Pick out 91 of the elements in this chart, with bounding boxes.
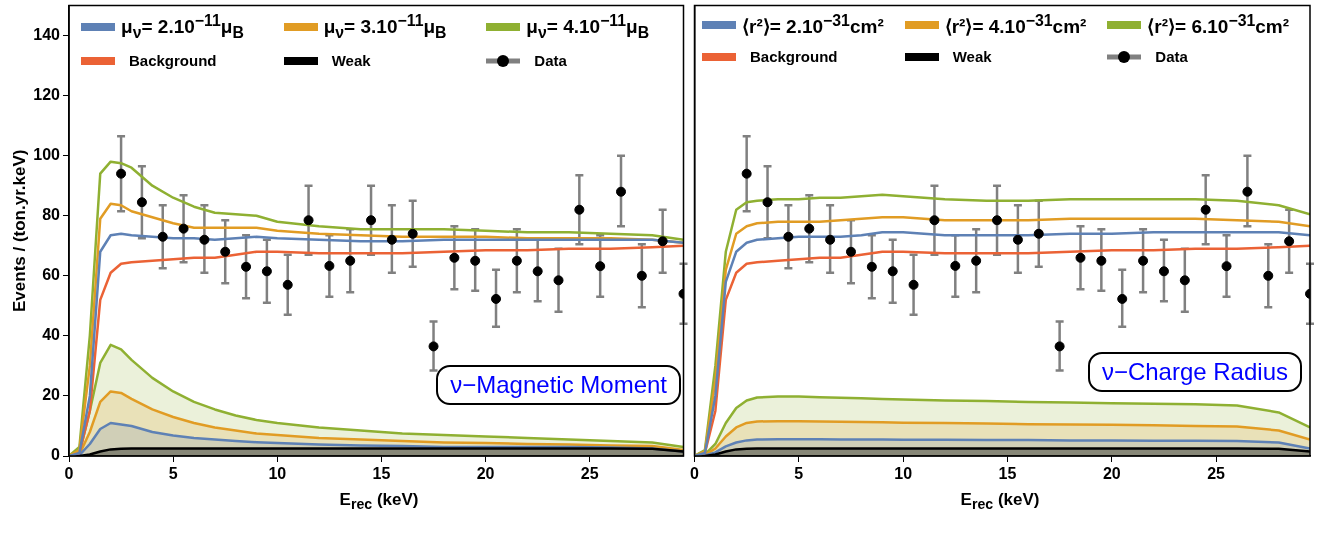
x-tick-label: 15 (998, 465, 1017, 483)
point (1221, 261, 1232, 272)
point (491, 293, 502, 304)
point (636, 270, 647, 281)
y-tick-label: 120 (33, 86, 61, 104)
legend-label: Weak (952, 48, 992, 66)
legend-label: Weak (331, 52, 371, 70)
annotation: ν−Charge Radius (1087, 352, 1302, 392)
legend-label: μ$_{ν}$= 4.10$^{−11}$μ$_{B}$ (526, 12, 650, 43)
point (657, 236, 668, 247)
point (616, 186, 627, 197)
point (324, 260, 335, 271)
point (428, 341, 439, 352)
point (136, 197, 147, 208)
legend-label: ⟨r²⟩= 4.10$^{−31}$cm² (944, 12, 1087, 39)
y-tick-label: 60 (42, 266, 61, 284)
x-tick-label: 10 (894, 465, 913, 483)
point (929, 215, 940, 226)
x-tick-label: 15 (372, 465, 391, 483)
legend-label: Background (750, 48, 838, 66)
point (845, 246, 856, 257)
point (574, 204, 585, 215)
point (1012, 234, 1023, 245)
x-axis-title: E$_{rec}$ (keV) (338, 490, 420, 513)
point (1054, 341, 1065, 352)
x-tick-label: 10 (268, 465, 287, 483)
point (241, 261, 252, 272)
point (220, 246, 231, 257)
point (345, 255, 356, 266)
point (282, 279, 293, 290)
point (1200, 204, 1211, 215)
point (1242, 186, 1253, 197)
point (950, 260, 961, 271)
point (303, 215, 314, 226)
point (470, 255, 481, 266)
y-tick-label: 40 (42, 326, 61, 344)
legend-label: ⟨r²⟩= 6.10$^{−31}$cm² (1147, 12, 1290, 39)
annotation: ν−Magnetic Moment (436, 365, 681, 405)
point (992, 215, 1003, 226)
y-tick-label: 20 (42, 386, 61, 404)
point (199, 234, 210, 245)
legend-label: Background (129, 52, 217, 70)
point (1158, 266, 1169, 277)
legend-label: μ$_{ν}$= 3.10$^{−11}$μ$_{B}$ (323, 12, 447, 43)
point (511, 255, 522, 266)
point (157, 231, 168, 242)
x-tick-label: 25 (580, 465, 599, 483)
point (825, 234, 836, 245)
point (366, 215, 377, 226)
legend-label: Data (1155, 48, 1188, 66)
point (866, 261, 877, 272)
point (1263, 270, 1274, 281)
point (532, 266, 543, 277)
y-tick-label: 140 (33, 25, 61, 43)
point (783, 231, 794, 242)
point (1117, 293, 1128, 304)
point (971, 255, 982, 266)
legend-label: ⟨r²⟩= 2.10$^{−31}$cm² (742, 12, 884, 39)
point (1179, 275, 1190, 286)
point (762, 197, 773, 208)
point (1033, 228, 1044, 239)
point (386, 234, 397, 245)
x-tick-label: 25 (1207, 465, 1226, 483)
point (116, 168, 127, 179)
x-tick-label: 5 (168, 465, 178, 483)
point (407, 228, 418, 239)
point (804, 223, 815, 234)
y-tick-label: 80 (42, 206, 61, 224)
legend-label: μ$_{ν}$= 2.10$^{−11}$μ$_{B}$ (121, 12, 244, 43)
y-axis-title: Events / (ton.yr.keV) (9, 149, 29, 312)
point (1284, 236, 1295, 247)
point (1075, 252, 1086, 263)
point (261, 266, 272, 277)
point (595, 261, 606, 272)
x-tick-label: 20 (476, 465, 495, 483)
x-axis-title: E$_{rec}$ (keV) (959, 490, 1041, 513)
y-tick-label: 0 (51, 446, 61, 464)
point (1138, 255, 1149, 266)
point (178, 223, 189, 234)
point (887, 266, 898, 277)
x-tick-label: 0 (64, 465, 74, 483)
point (1096, 255, 1107, 266)
point (741, 168, 752, 179)
y-tick-label: 100 (33, 146, 61, 164)
x-tick-label: 20 (1102, 465, 1121, 483)
point (449, 252, 460, 263)
point (908, 279, 919, 290)
point (553, 275, 564, 286)
x-tick-label: 0 (690, 465, 700, 483)
x-tick-label: 5 (794, 465, 804, 483)
legend-label: Data (534, 52, 567, 70)
